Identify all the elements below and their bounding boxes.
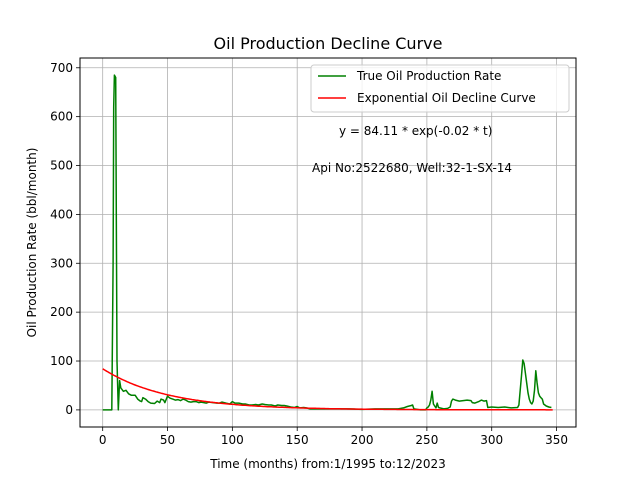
legend-box <box>310 64 570 113</box>
x-tick-label: 300 <box>480 433 503 447</box>
y-axis-ticks: 0 100 200 300 400 500 600 700 <box>50 61 80 417</box>
legend: True Oil Production Rate Exponential Oil… <box>310 64 570 113</box>
x-tick-label: 250 <box>415 433 438 447</box>
legend-label-exp-curve: Exponential Oil Decline Curve <box>357 91 536 105</box>
x-tick-label: 0 <box>99 433 107 447</box>
equation-annotation: y = 84.11 * exp(-0.02 * t) <box>339 124 492 138</box>
well-annotation: Api No:2522680, Well:32-1-SX-14 <box>312 161 512 175</box>
y-tick-label: 0 <box>65 403 73 417</box>
grid-lines <box>80 58 576 427</box>
y-axis-label: Oil Production Rate (bbl/month) <box>25 148 39 338</box>
series-exponential-decline-curve <box>102 368 553 411</box>
legend-label-true-rate: True Oil Production Rate <box>356 69 501 83</box>
plot-frame <box>79 57 577 428</box>
y-tick-label: 200 <box>50 305 73 319</box>
y-tick-label: 600 <box>50 110 73 124</box>
x-tick-label: 50 <box>160 433 175 447</box>
x-axis-label: Time (months) from:1/1995 to:12/2023 <box>209 457 446 471</box>
x-tick-label: 350 <box>545 433 568 447</box>
chart-title: Oil Production Decline Curve <box>214 34 443 53</box>
y-tick-label: 300 <box>50 256 73 270</box>
x-tick-label: 100 <box>221 433 244 447</box>
y-tick-label: 100 <box>50 354 73 368</box>
x-axis-ticks: 0 50 100 150 200 250 300 350 <box>99 427 568 447</box>
y-tick-label: 700 <box>50 61 73 75</box>
y-tick-label: 500 <box>50 159 73 173</box>
plot-area <box>102 74 553 411</box>
x-tick-label: 200 <box>351 433 374 447</box>
x-tick-label: 150 <box>286 433 309 447</box>
y-tick-label: 400 <box>50 207 73 221</box>
